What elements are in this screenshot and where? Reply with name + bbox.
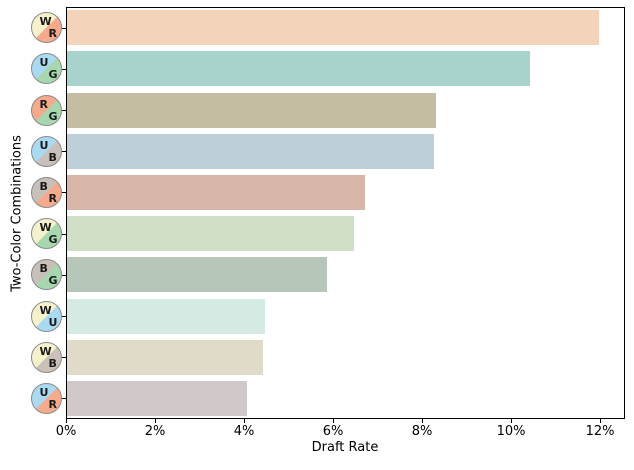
y-tick bbox=[62, 151, 66, 152]
x-tick-label: 4% bbox=[233, 424, 255, 439]
x-tick-label: 6% bbox=[322, 424, 344, 439]
x-axis-label: Draft Rate bbox=[311, 440, 379, 455]
mana-letter-second: R bbox=[48, 191, 57, 205]
x-tick-label: 0% bbox=[55, 424, 77, 439]
x-tick bbox=[66, 419, 67, 423]
bar-rg bbox=[67, 92, 437, 128]
y-tick bbox=[62, 357, 66, 358]
plot-area bbox=[66, 7, 625, 419]
mana-letter-first: B bbox=[39, 179, 48, 193]
mana-letter-second: G bbox=[48, 233, 58, 247]
x-tick-label: 12% bbox=[585, 424, 615, 439]
bar-ub bbox=[67, 133, 435, 169]
mana-letter-second: R bbox=[48, 27, 57, 41]
mana-letter-second: G bbox=[48, 274, 58, 288]
y-tick bbox=[62, 28, 66, 29]
y-tick bbox=[62, 316, 66, 317]
mana-letter-first: R bbox=[39, 97, 48, 111]
y-tick bbox=[62, 275, 66, 276]
x-tick bbox=[333, 419, 334, 423]
x-tick-label: 2% bbox=[144, 424, 166, 439]
y-tick bbox=[62, 398, 66, 399]
y-tick bbox=[62, 192, 66, 193]
x-tick bbox=[155, 419, 156, 423]
mana-letter-first: B bbox=[39, 262, 48, 276]
x-tick bbox=[600, 419, 601, 423]
y-tick bbox=[62, 110, 66, 111]
bar-wu bbox=[67, 298, 266, 334]
bar-br bbox=[67, 174, 366, 210]
mana-letter-second: U bbox=[48, 315, 58, 329]
x-tick bbox=[511, 419, 512, 423]
mana-letter-first: W bbox=[39, 221, 52, 235]
mana-letter-second: R bbox=[48, 397, 57, 411]
mana-letter-first: U bbox=[39, 138, 49, 152]
x-tick bbox=[422, 419, 423, 423]
y-tick bbox=[62, 69, 66, 70]
mana-letter-first: W bbox=[39, 303, 52, 317]
mana-letter-second: G bbox=[48, 109, 58, 123]
x-tick bbox=[244, 419, 245, 423]
mana-letter-first: U bbox=[39, 385, 49, 399]
mana-letter-second: B bbox=[48, 150, 57, 164]
y-axis-label: Two-Color Combinations bbox=[9, 135, 25, 292]
mana-letter-first: W bbox=[39, 344, 52, 358]
bar-wr bbox=[67, 10, 599, 46]
bar-ug bbox=[67, 51, 530, 87]
mana-letter-second: G bbox=[48, 68, 58, 82]
x-tick-label: 10% bbox=[496, 424, 526, 439]
bar-bg bbox=[67, 257, 328, 293]
mana-letter-first: U bbox=[39, 56, 49, 70]
bar-ur bbox=[67, 380, 248, 416]
mana-letter-second: B bbox=[48, 356, 57, 370]
bar-wb bbox=[67, 339, 263, 375]
mana-letter-first: W bbox=[39, 15, 52, 29]
bar-wg bbox=[67, 216, 355, 252]
y-tick bbox=[62, 234, 66, 235]
x-tick-label: 8% bbox=[411, 424, 433, 439]
